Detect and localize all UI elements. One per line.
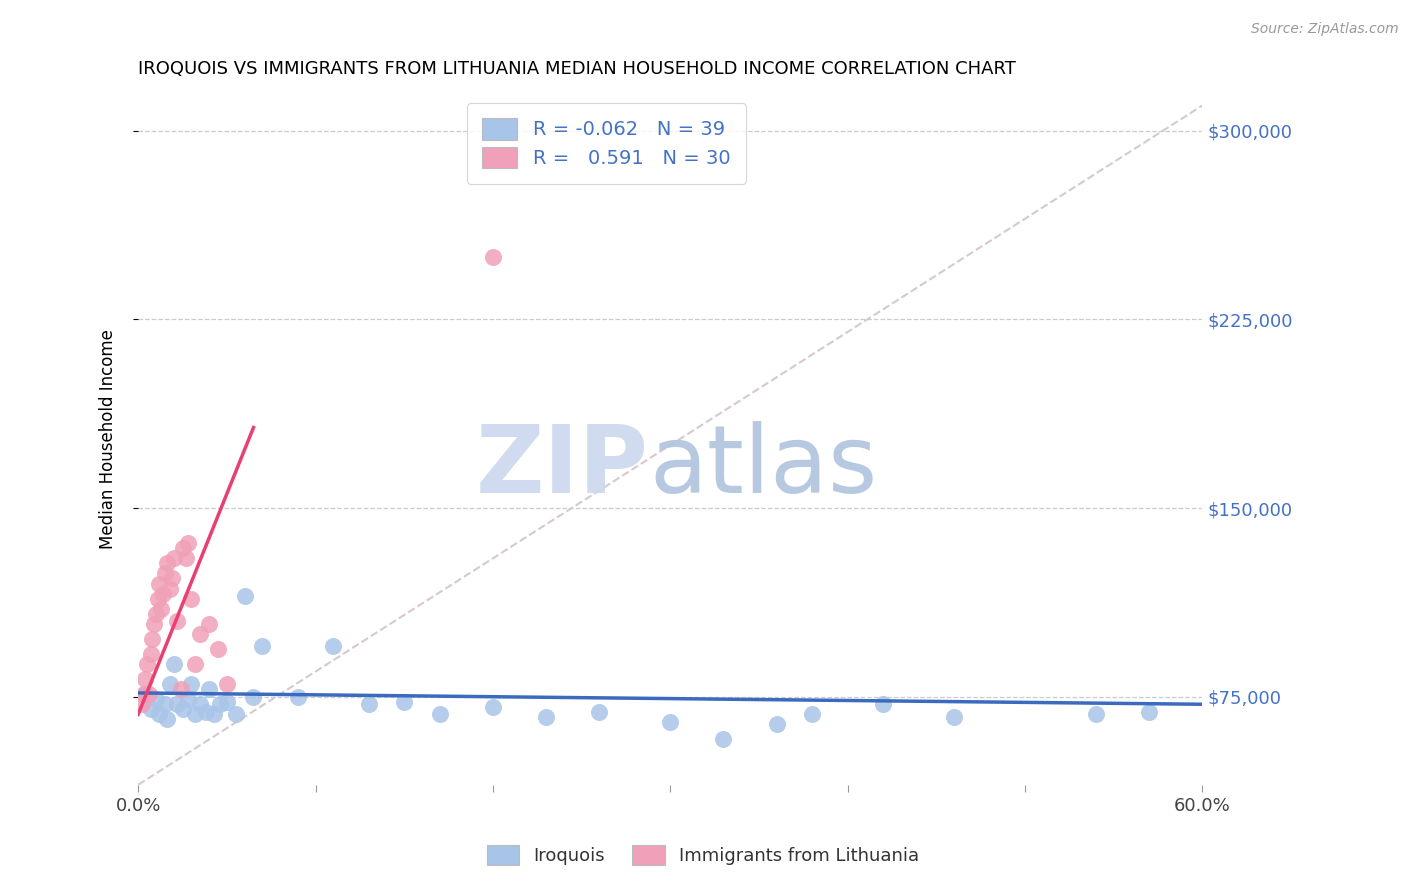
Point <box>166 698 188 712</box>
Legend: Iroquois, Immigrants from Lithuania: Iroquois, Immigrants from Lithuania <box>478 836 928 874</box>
Y-axis label: Median Household Income: Median Household Income <box>100 329 117 549</box>
Point <box>166 614 188 628</box>
Point <box>136 657 159 671</box>
Point <box>145 692 167 706</box>
Point <box>155 557 177 571</box>
Point <box>252 640 274 654</box>
Point <box>188 627 211 641</box>
Text: atlas: atlas <box>650 420 877 513</box>
Point <box>150 601 173 615</box>
Point <box>208 698 231 712</box>
Point <box>132 687 155 701</box>
Point <box>1084 707 1107 722</box>
Point <box>482 699 505 714</box>
Point <box>153 566 176 581</box>
Point <box>429 707 451 722</box>
Point <box>215 677 238 691</box>
Point <box>392 695 415 709</box>
Point <box>134 672 156 686</box>
Point <box>138 687 160 701</box>
Point <box>131 698 153 712</box>
Point <box>134 687 156 701</box>
Point <box>163 657 186 671</box>
Point <box>139 647 162 661</box>
Text: ZIP: ZIP <box>477 420 650 513</box>
Point <box>188 698 211 712</box>
Point <box>155 712 177 726</box>
Point <box>159 582 181 596</box>
Point <box>145 607 167 621</box>
Point <box>482 250 505 264</box>
Point <box>180 591 202 606</box>
Point <box>204 707 226 722</box>
Point <box>139 702 162 716</box>
Point <box>170 682 193 697</box>
Point <box>287 690 309 704</box>
Point <box>357 698 380 712</box>
Point <box>177 536 200 550</box>
Point <box>534 710 557 724</box>
Point <box>177 692 200 706</box>
Point <box>146 591 169 606</box>
Point <box>872 698 894 712</box>
Point <box>184 657 207 671</box>
Point <box>588 705 610 719</box>
Point <box>141 632 163 646</box>
Point <box>242 690 264 704</box>
Point <box>225 707 247 722</box>
Point <box>198 616 221 631</box>
Point <box>152 586 174 600</box>
Point <box>801 707 824 722</box>
Point <box>322 640 344 654</box>
Point <box>153 698 176 712</box>
Point <box>207 641 229 656</box>
Point <box>215 695 238 709</box>
Point <box>160 572 183 586</box>
Point <box>942 710 965 724</box>
Point <box>184 707 207 722</box>
Point <box>194 705 217 719</box>
Point <box>1137 705 1160 719</box>
Text: IROQUOIS VS IMMIGRANTS FROM LITHUANIA MEDIAN HOUSEHOLD INCOME CORRELATION CHART: IROQUOIS VS IMMIGRANTS FROM LITHUANIA ME… <box>138 60 1017 78</box>
Point <box>172 702 194 716</box>
Point <box>163 551 186 566</box>
Point <box>713 732 735 747</box>
Point <box>233 589 256 603</box>
Legend: R = -0.062   N = 39, R =   0.591   N = 30: R = -0.062 N = 39, R = 0.591 N = 30 <box>467 103 747 184</box>
Point <box>172 541 194 556</box>
Point <box>198 682 221 697</box>
Point <box>148 576 170 591</box>
Point <box>148 707 170 722</box>
Point <box>659 714 682 729</box>
Point <box>159 677 181 691</box>
Point <box>765 717 787 731</box>
Text: Source: ZipAtlas.com: Source: ZipAtlas.com <box>1251 22 1399 37</box>
Point <box>174 551 197 566</box>
Point <box>143 616 166 631</box>
Point <box>180 677 202 691</box>
